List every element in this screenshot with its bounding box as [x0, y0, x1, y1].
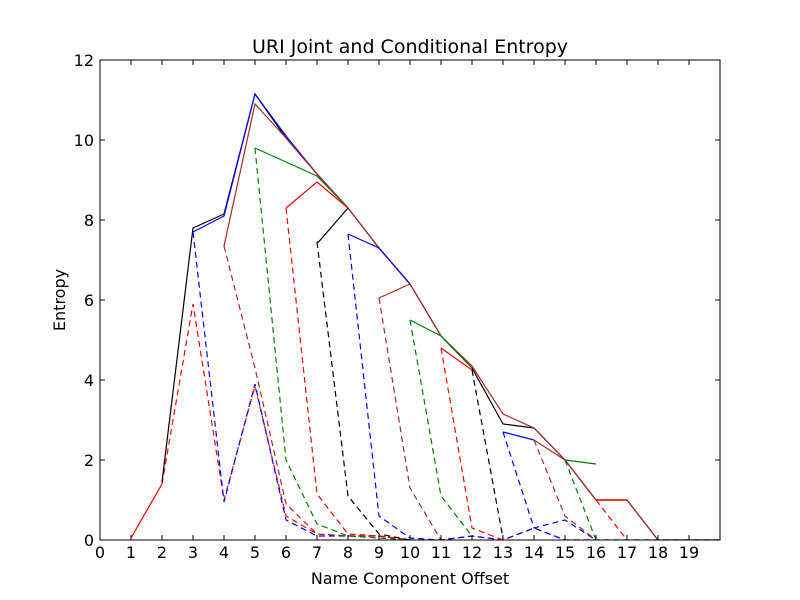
x-tick-label: 13	[493, 543, 513, 562]
y-tick-label: 12	[74, 51, 94, 70]
series-line-25	[533, 439, 597, 540]
x-tick-label: 1	[126, 543, 136, 562]
y-tick-label: 8	[84, 211, 94, 230]
x-tick-label: 12	[462, 543, 482, 562]
x-tick-label: 18	[648, 543, 668, 562]
series-line-26	[564, 459, 597, 465]
x-tick-label: 9	[374, 543, 384, 562]
x-tick-label: 7	[312, 543, 322, 562]
series-line-7	[254, 147, 349, 209]
x-tick-label: 6	[281, 543, 291, 562]
series-line-14	[347, 233, 442, 540]
series-line-21	[471, 369, 504, 539]
series-layer	[130, 92, 720, 540]
series-line-19	[440, 347, 473, 371]
series-line-0	[130, 483, 163, 539]
y-tick-label: 2	[84, 451, 94, 470]
x-tick-label: 16	[586, 543, 606, 562]
x-tick-label: 3	[188, 543, 198, 562]
x-tick-label: 17	[617, 543, 637, 562]
x-tick-label: 14	[524, 543, 544, 562]
series-line-15	[378, 283, 411, 299]
plot-frame	[99, 59, 721, 541]
x-tick-label: 5	[250, 543, 260, 562]
x-tick-label: 10	[400, 543, 420, 562]
x-tick-label: 2	[157, 543, 167, 562]
x-tick-label: 4	[219, 543, 229, 562]
series-line-24	[533, 439, 566, 461]
series-line-23	[502, 431, 597, 540]
series-line-8	[254, 147, 411, 540]
y-tick-label: 10	[74, 131, 94, 150]
x-tick-label: 15	[555, 543, 575, 562]
series-line-22	[502, 431, 535, 441]
series-line-10	[285, 207, 411, 540]
series-line-9	[285, 181, 349, 209]
x-tick-label: 19	[679, 543, 699, 562]
series-line-4	[192, 231, 720, 540]
y-tick-label: 4	[84, 371, 94, 390]
series-line-12	[316, 241, 411, 540]
y-tick-label: 6	[84, 291, 94, 310]
series-line-29	[595, 499, 628, 540]
series-line-27	[564, 459, 597, 540]
x-tick-label: 8	[343, 543, 353, 562]
x-tick-label: 11	[431, 543, 451, 562]
chart-title: URI Joint and Conditional Entropy	[252, 36, 568, 58]
series-line-18	[409, 319, 473, 537]
series-line-17	[409, 319, 473, 369]
y-tick-label: 0	[84, 531, 94, 550]
y-axis-title: Entropy	[50, 269, 69, 331]
x-tick-label: 0	[95, 543, 105, 562]
x-axis-title: Name Component Offset	[311, 569, 509, 588]
series-line-20	[440, 347, 504, 540]
series-line-16	[378, 297, 442, 540]
series-line-13	[347, 233, 411, 285]
